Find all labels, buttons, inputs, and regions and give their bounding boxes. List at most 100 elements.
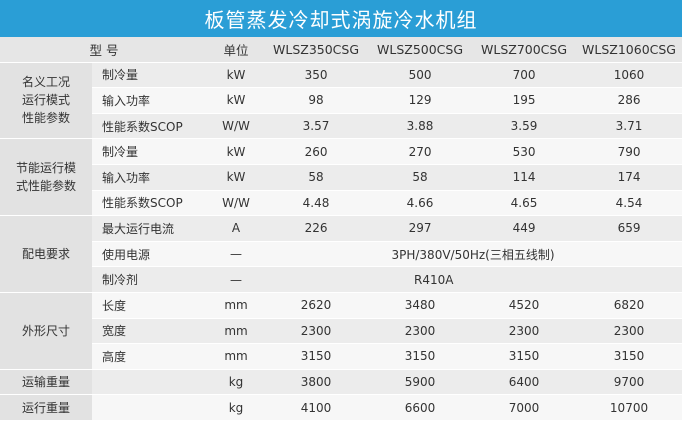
table-row: 输入功率 kW 58 58 114 174	[0, 164, 682, 191]
row-label: 长度	[92, 292, 209, 319]
row-label: 使用电源	[92, 241, 209, 268]
value-cell: 530	[472, 138, 577, 165]
value-cell: 7000	[472, 394, 577, 421]
row-label: 制冷剂	[92, 266, 209, 293]
row-label: 性能系数SCOP	[92, 113, 209, 140]
value-cell: 2300	[368, 318, 473, 345]
value-cell: 3.71	[576, 113, 682, 140]
value-cell: 700	[472, 62, 577, 89]
group-label: 配电要求	[0, 215, 92, 293]
unit-cell: kW	[208, 62, 265, 89]
row-label: 制冷量	[92, 138, 209, 165]
value-cell: 3150	[264, 343, 369, 370]
unit-cell: kW	[208, 164, 265, 191]
unit-cell: kW	[208, 138, 265, 165]
model-header: 型 号	[0, 37, 209, 63]
value-cell: 4.65	[472, 190, 577, 217]
table-row: 制冷剂 — R410A	[0, 266, 682, 293]
table-row: 性能系数SCOP W/W 4.48 4.66 4.65 4.54	[0, 190, 682, 217]
value-cell: 4.66	[368, 190, 473, 217]
value-cell: 3150	[368, 343, 473, 370]
value-cell: 3150	[472, 343, 577, 370]
value-cell: 3.57	[264, 113, 369, 140]
value-cell: 3.88	[368, 113, 473, 140]
value-cell: 4520	[472, 292, 577, 319]
unit-cell: W/W	[208, 190, 265, 217]
row-label: 最大运行电流	[92, 215, 209, 242]
value-cell: 129	[368, 87, 473, 114]
table-row: 配电要求 最大运行电流 A 226 297 449 659	[0, 215, 682, 293]
table-row: 性能系数SCOP W/W 3.57 3.88 3.59 3.71	[0, 113, 682, 140]
value-cell: 3150	[576, 343, 682, 370]
merged-value-cell: R410A	[264, 266, 682, 293]
row-label: 输入功率	[92, 164, 209, 191]
title-bar: 板管蒸发冷却式涡旋冷水机组	[0, 0, 682, 37]
value-cell: 790	[576, 138, 682, 165]
group-label: 运输重量	[0, 369, 92, 396]
value-cell: 6600	[368, 394, 473, 421]
value-cell: 3480	[368, 292, 473, 319]
group-label: 外形尺寸	[0, 292, 92, 370]
value-cell: 3800	[264, 369, 369, 396]
header-row: 型 号 单位 WLSZ350CSG WLSZ500CSG WLSZ700CSG …	[0, 37, 682, 63]
value-cell: 5900	[368, 369, 473, 396]
value-cell: 2620	[264, 292, 369, 319]
group-label: 节能运行模 式性能参数	[0, 138, 92, 217]
group-label: 运行重量	[0, 394, 92, 421]
table-row: 宽度 mm 2300 2300 2300 2300	[0, 318, 682, 345]
table-row: 输入功率 kW 98 129 195 286	[0, 87, 682, 114]
model-name: WLSZ350CSG	[264, 37, 369, 63]
row-label: 宽度	[92, 318, 209, 345]
unit-cell: kg	[208, 369, 265, 396]
unit-cell: kg	[208, 394, 265, 421]
value-cell: 286	[576, 87, 682, 114]
value-cell: 3.59	[472, 113, 577, 140]
unit-cell: mm	[208, 343, 265, 370]
table-row: 运行重量 kg 4100 6600 7000 10700	[0, 394, 682, 421]
value-cell: 174	[576, 164, 682, 191]
model-name: WLSZ1060CSG	[576, 37, 682, 63]
value-cell: 350	[264, 62, 369, 89]
row-label: 性能系数SCOP	[92, 190, 209, 217]
unit-cell: —	[208, 241, 265, 268]
value-cell: 2300	[576, 318, 682, 345]
value-cell: 270	[368, 138, 473, 165]
value-cell: 6400	[472, 369, 577, 396]
unit-cell: mm	[208, 318, 265, 345]
value-cell: 226	[264, 215, 369, 242]
spec-table: 型 号 单位 WLSZ350CSG WLSZ500CSG WLSZ700CSG …	[0, 37, 682, 421]
value-cell: 195	[472, 87, 577, 114]
unit-header: 单位	[208, 37, 265, 63]
value-cell: 2300	[264, 318, 369, 345]
value-cell: 9700	[576, 369, 682, 396]
unit-cell: —	[208, 266, 265, 293]
value-cell: 114	[472, 164, 577, 191]
model-name: WLSZ700CSG	[472, 37, 577, 63]
table-row: 使用电源 —3PH/380V/50Hz(三相五线制)	[0, 241, 682, 268]
unit-cell: kW	[208, 87, 265, 114]
merged-value-cell: 3PH/380V/50Hz(三相五线制)	[264, 241, 682, 268]
value-cell: 4.54	[576, 190, 682, 217]
value-cell: 4.48	[264, 190, 369, 217]
value-cell: 500	[368, 62, 473, 89]
table-row: 运输重量 kg 3800 5900 6400 9700	[0, 369, 682, 396]
unit-cell: W/W	[208, 113, 265, 140]
row-label: 高度	[92, 343, 209, 370]
table-row: 名义工况 运行模式 性能参数 制冷量 kW 350 500 700 1060	[0, 62, 682, 140]
value-cell: 6820	[576, 292, 682, 319]
table-row: 节能运行模 式性能参数 制冷量 kW 260 270 530 790	[0, 138, 682, 217]
row-label	[92, 394, 209, 421]
value-cell: 659	[576, 215, 682, 242]
value-cell: 297	[368, 215, 473, 242]
value-cell: 2300	[472, 318, 577, 345]
value-cell: 58	[368, 164, 473, 191]
table-row: 高度 mm 3150 3150 3150 3150	[0, 343, 682, 370]
model-name: WLSZ500CSG	[368, 37, 473, 63]
value-cell: 260	[264, 138, 369, 165]
row-label: 制冷量	[92, 62, 209, 89]
value-cell: 10700	[576, 394, 682, 421]
row-label	[92, 369, 209, 396]
value-cell: 449	[472, 215, 577, 242]
unit-cell: A	[208, 215, 265, 242]
